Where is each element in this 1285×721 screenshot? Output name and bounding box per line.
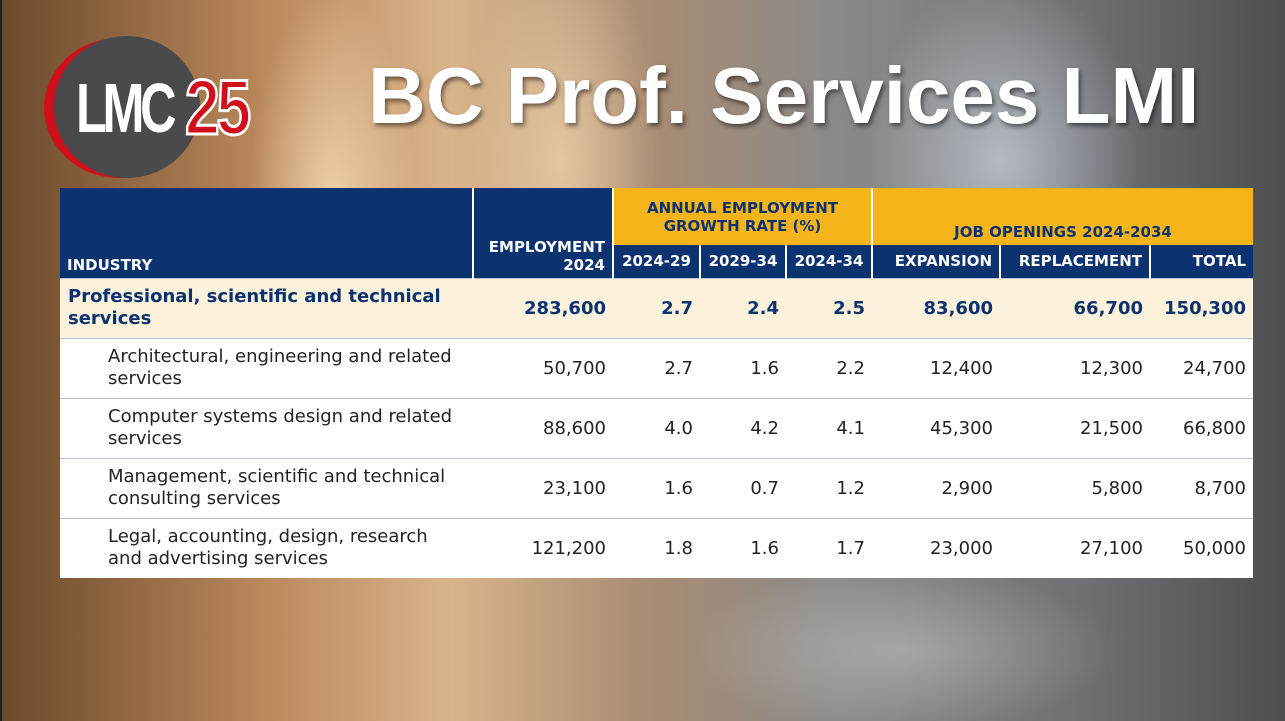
logo-letters: LMC [76, 69, 177, 147]
value-cell: 121,200 [473, 517, 613, 578]
value-cell: 4.0 [613, 397, 700, 458]
value-cell: 2.5 [786, 277, 872, 338]
value-cell: 24,700 [1150, 337, 1253, 398]
table-row: Professional, scientific and technical s… [60, 277, 1253, 338]
employment-header: EMPLOYMENT 2024 [472, 188, 613, 278]
column-header: EXPANSION [871, 245, 1000, 278]
logo-number: 25 [184, 62, 253, 153]
column-header: 2029-34 [699, 245, 786, 278]
industry-header: INDUSTRY [60, 188, 473, 278]
column-header: REPLACEMENT [999, 245, 1150, 278]
industry-cell: Professional, scientific and technical s… [60, 277, 473, 338]
value-cell: 88,600 [473, 397, 613, 458]
table-row: Management, scientific and technical con… [60, 457, 1253, 518]
value-cell: 12,300 [1000, 337, 1150, 398]
value-cell: 4.1 [786, 397, 872, 458]
logo-disc [54, 36, 200, 178]
value-cell: 2.7 [613, 277, 700, 338]
value-cell: 50,000 [1150, 517, 1253, 578]
value-cell: 283,600 [473, 277, 613, 338]
value-cell: 1.7 [786, 517, 872, 578]
value-cell: 150,300 [1150, 277, 1253, 338]
table-row: Computer systems design and related serv… [60, 397, 1253, 458]
value-cell: 8,700 [1150, 457, 1253, 518]
table-row: Legal, accounting, design, research and … [60, 517, 1253, 578]
column-header: 2024-29 [612, 245, 700, 278]
logo: LMC 25 [40, 32, 252, 182]
value-cell: 4.2 [700, 397, 786, 458]
industry-cell: Computer systems design and related serv… [60, 397, 473, 458]
slide-title: BC Prof. Services LMI [368, 51, 1200, 140]
value-cell: 66,700 [1000, 277, 1150, 338]
value-cell: 23,100 [473, 457, 613, 518]
value-cell: 1.2 [786, 457, 872, 518]
value-cell: 12,400 [872, 337, 1000, 398]
value-cell: 2.7 [613, 337, 700, 398]
value-cell: 21,500 [1000, 397, 1150, 458]
value-cell: 2.4 [700, 277, 786, 338]
value-cell: 83,600 [872, 277, 1000, 338]
value-cell: 50,700 [473, 337, 613, 398]
column-header: 2024-34 [785, 245, 872, 278]
industry-cell: Legal, accounting, design, research and … [60, 517, 473, 578]
value-cell: 23,000 [872, 517, 1000, 578]
value-cell: 2,900 [872, 457, 1000, 518]
header-row: INDUSTRY EMPLOYMENT 2024 ANNUAL EMPLOYME… [60, 188, 1253, 278]
value-cell: 5,800 [1000, 457, 1150, 518]
value-cell: 1.8 [613, 517, 700, 578]
value-cell: 1.6 [700, 337, 786, 398]
header-row: 2024-29 2029-34 2024-34 EXPANSION REPLACEMEN… [60, 245, 1253, 278]
table-body: Professional, scientific and technical s… [60, 277, 1253, 578]
value-cell: 1.6 [700, 517, 786, 578]
value-cell: 0.7 [700, 457, 786, 518]
industry-cell: Architectural, engineering and related s… [60, 337, 473, 398]
value-cell: 45,300 [872, 397, 1000, 458]
industry-cell: Management, scientific and technical con… [60, 457, 473, 518]
growth-group-header: ANNUAL EMPLOYMENT GROWTH RATE (%) [612, 188, 872, 245]
value-cell: 66,800 [1150, 397, 1253, 458]
column-header: TOTAL [1149, 245, 1253, 278]
table-row: Architectural, engineering and related s… [60, 337, 1253, 398]
value-cell: 2.2 [786, 337, 872, 398]
table-header: INDUSTRY EMPLOYMENT 2024 ANNUAL EMPLOYME… [60, 188, 1253, 278]
value-cell: 1.6 [613, 457, 700, 518]
value-cell: 27,100 [1000, 517, 1150, 578]
lmi-table: INDUSTRY EMPLOYMENT 2024 ANNUAL EMPLOYME… [60, 188, 1253, 578]
openings-group-header: JOB OPENINGS 2024-2034 [871, 188, 1253, 245]
